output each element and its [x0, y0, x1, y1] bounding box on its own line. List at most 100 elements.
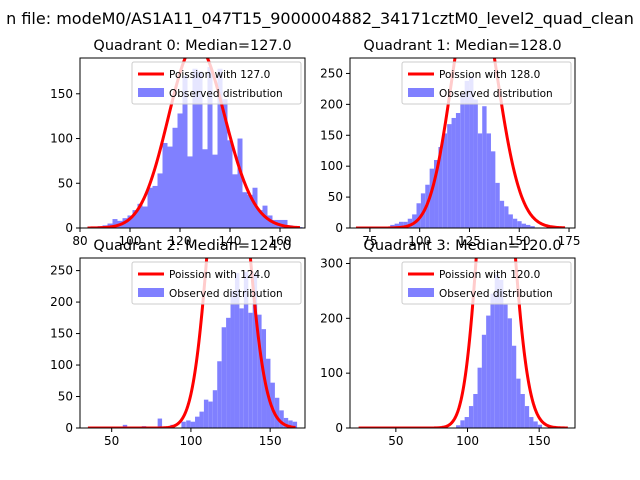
y-tick-label: 50 — [58, 390, 73, 404]
histogram-bar — [234, 273, 240, 428]
histogram-bar — [442, 133, 448, 228]
histogram-bar — [122, 424, 128, 428]
y-tick-label: 50 — [58, 176, 73, 190]
legend-bar-swatch — [138, 88, 164, 97]
y-tick-label: 300 — [320, 256, 343, 270]
x-tick-label: 80 — [72, 234, 87, 248]
y-tick-label: 200 — [320, 97, 343, 111]
histogram-bar — [152, 185, 158, 228]
y-tick-label: 100 — [320, 366, 343, 380]
histogram-bar — [279, 410, 284, 428]
histogram-bar — [490, 151, 496, 228]
histogram-bar — [112, 219, 118, 228]
histogram-bar — [434, 160, 439, 228]
histogram-bar — [237, 138, 243, 228]
histogram-bar — [504, 206, 509, 228]
axes-frame — [79, 257, 306, 429]
y-tick-label: 250 — [320, 66, 343, 80]
histogram-bar — [407, 218, 413, 228]
histogram-bar — [521, 223, 527, 228]
y-tick-label: 250 — [50, 264, 73, 278]
legend-bar-label: Observed distribution — [169, 288, 283, 300]
histogram-bar — [230, 290, 235, 428]
legend-box — [401, 61, 572, 105]
histogram-bar — [239, 308, 244, 428]
histogram-bar — [221, 327, 227, 428]
histogram-bar — [455, 113, 461, 228]
y-tick-label: 0 — [65, 421, 73, 435]
histogram-bar — [486, 315, 491, 428]
legend-bar-label: Observed distribution — [439, 288, 553, 300]
panel-title: Quadrant 0: Median=127.0 — [93, 38, 291, 54]
histogram-bar — [469, 76, 474, 228]
figure-title: n file: modeM0/AS1A11_047T15_9000004882_… — [6, 9, 634, 29]
histogram-bar — [429, 168, 435, 228]
histogram-bar — [456, 425, 461, 428]
histogram-bar — [447, 124, 452, 228]
y-tick-label: 150 — [50, 87, 73, 101]
histogram-bar — [127, 215, 133, 228]
histogram-bar — [132, 210, 138, 228]
histogram-bar — [403, 221, 408, 228]
legend-bar-swatch — [408, 88, 434, 97]
panel-title: Quadrant 1: Median=128.0 — [363, 38, 561, 54]
histogram-bar — [242, 192, 248, 228]
x-tick-label: 100 — [456, 434, 479, 448]
histogram-bar — [477, 367, 482, 428]
histogram-bar — [516, 378, 521, 428]
histogram-bar — [227, 140, 233, 228]
y-tick-label: 0 — [65, 221, 73, 235]
histogram-bar — [274, 397, 280, 428]
histogram-bar — [243, 271, 249, 428]
histogram-bar — [186, 420, 191, 428]
chart-panel-3: Quadrant 3: Median=120.0 50 100 150 0 100 200 3… — [320, 238, 576, 448]
histogram-bar — [167, 146, 173, 228]
x-tick-label: 100 — [179, 434, 202, 448]
histogram-bar — [212, 154, 218, 228]
chart-panel-0: Quadrant 0: Median=127.0 80 100 120 140 160 0 5… — [50, 38, 306, 248]
histogram-bar — [398, 221, 404, 228]
panel-title: Quadrant 2: Median=124.0 — [93, 238, 291, 254]
x-tick-label: 150 — [528, 434, 551, 448]
legend: Poission with 124.0 Observed distribution — [131, 261, 302, 305]
histogram-bar — [524, 406, 530, 428]
x-tick-label: 160 — [269, 234, 292, 248]
x-tick-label: 50 — [388, 434, 403, 448]
histogram-bar — [481, 334, 487, 428]
x-tick-label: 175 — [558, 234, 581, 248]
histogram-bar — [490, 293, 495, 428]
histogram-bar — [202, 149, 208, 228]
legend: Poission with 120.0 Observed distribution — [401, 261, 572, 305]
x-tick-label: 140 — [219, 234, 242, 248]
histogram-bar — [473, 394, 478, 428]
histogram-bar — [192, 68, 198, 228]
histogram-bar — [232, 174, 238, 228]
histogram-bar — [529, 417, 534, 428]
y-tick-label: 0 — [335, 221, 343, 235]
histogram-bar — [526, 224, 531, 228]
histogram-bar — [508, 214, 513, 228]
histogram-bar — [247, 194, 253, 228]
chart-panels: Quadrant 0: Median=127.0 80 100 120 140 160 0 5… — [50, 38, 581, 448]
chart-panel-1: Quadrant 1: Median=128.0 75 100 125 150 175 0 5… — [320, 38, 581, 248]
plot-area — [87, 58, 303, 228]
y-tick-label: 100 — [50, 358, 73, 372]
x-tick-label: 150 — [259, 434, 282, 448]
plot-area — [357, 258, 569, 428]
histogram-bar — [197, 71, 203, 228]
histogram-bar — [486, 133, 491, 228]
histogram-bar — [464, 417, 469, 428]
histogram-bar — [222, 99, 228, 228]
histogram-bar — [187, 156, 193, 228]
histogram-bar — [416, 203, 421, 228]
histogram-bar — [157, 173, 163, 228]
legend-box — [131, 61, 302, 105]
histogram-bar — [533, 421, 538, 428]
legend-line-label: Poission with 127.0 — [169, 69, 270, 81]
legend-bar-label: Observed distribution — [439, 88, 553, 100]
histogram-bar — [199, 411, 204, 428]
histogram-bar — [512, 218, 518, 228]
histogram-bar — [226, 317, 231, 428]
legend: Poission with 127.0 Observed distribution — [131, 61, 302, 105]
histogram-bar — [212, 390, 218, 428]
